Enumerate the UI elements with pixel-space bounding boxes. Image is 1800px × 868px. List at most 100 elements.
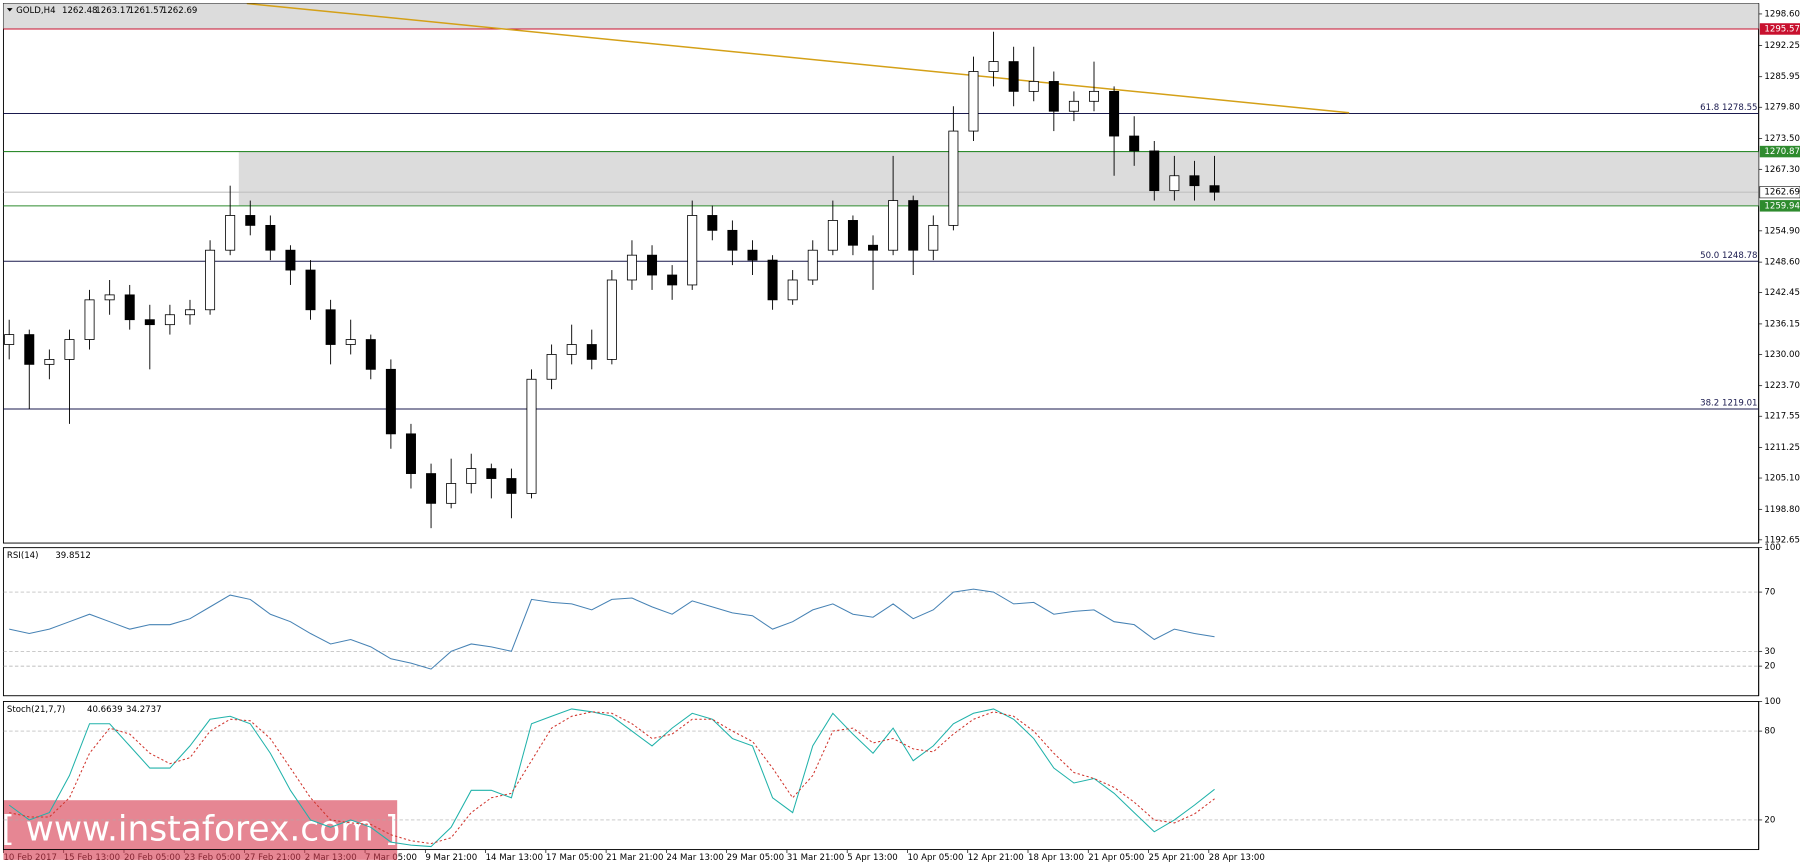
candle-body bbox=[365, 339, 376, 370]
candle-body bbox=[144, 319, 155, 326]
level-label: 50.0 1248.78 bbox=[1700, 251, 1757, 261]
candle-body bbox=[405, 433, 416, 474]
trendline bbox=[246, 3, 1350, 114]
candle-body bbox=[928, 224, 939, 251]
x-tick-label: 24 Mar 13:00 bbox=[666, 853, 723, 863]
candle-body bbox=[466, 468, 477, 484]
candle-body bbox=[446, 483, 457, 504]
indicator-title: Stoch(21,7,7) bbox=[7, 705, 65, 715]
candle-body bbox=[1129, 135, 1140, 152]
price-badge-label: 1270.87 bbox=[1764, 147, 1800, 157]
y-tick-label: 1223.70 bbox=[1764, 381, 1800, 391]
indicator-value: 40.6639 bbox=[87, 705, 123, 715]
y-tick-label: 1211.25 bbox=[1764, 443, 1800, 453]
candle-body bbox=[124, 294, 135, 321]
y-tick-label: 100 bbox=[1764, 697, 1780, 707]
y-tick-label: 1230.00 bbox=[1764, 350, 1800, 360]
candle-body bbox=[4, 334, 15, 345]
y-tick-label: 1205.10 bbox=[1764, 474, 1800, 484]
ohlc-value: 1262.69 bbox=[162, 6, 198, 16]
y-tick-label: 20 bbox=[1764, 815, 1775, 825]
candle-body bbox=[626, 254, 637, 281]
candle-body bbox=[968, 71, 979, 132]
y-tick-label: 1192.65 bbox=[1764, 535, 1800, 545]
candle-body bbox=[1169, 175, 1180, 192]
candle-body bbox=[64, 339, 75, 360]
ohlc-value: 1262.48 bbox=[62, 6, 98, 16]
candle-body bbox=[707, 215, 718, 231]
candle-body bbox=[385, 368, 396, 435]
zone bbox=[3, 3, 1759, 29]
x-tick-label: 21 Apr 05:00 bbox=[1088, 853, 1144, 863]
candle-body bbox=[727, 229, 738, 251]
candle-body bbox=[44, 359, 55, 365]
candle-body bbox=[667, 274, 678, 286]
x-tick-label: 28 Apr 13:00 bbox=[1209, 853, 1265, 863]
indicator-value: 34.2737 bbox=[126, 705, 162, 715]
x-tick-label: 31 Mar 21:00 bbox=[787, 853, 844, 863]
x-tick-label: 17 Mar 05:00 bbox=[546, 853, 603, 863]
panel-frame bbox=[2, 547, 1760, 697]
chart-title: GOLD,H4 bbox=[16, 6, 56, 16]
panel-frame bbox=[2, 3, 1760, 544]
indicator-title: RSI(14) bbox=[7, 551, 39, 561]
watermark: [ www.instaforex.com ] bbox=[1, 810, 398, 850]
candle-body bbox=[345, 339, 356, 345]
candle-body bbox=[847, 220, 858, 246]
candle-body bbox=[305, 269, 316, 311]
level-label: 61.8 1278.55 bbox=[1700, 103, 1757, 113]
y-tick-label: 70 bbox=[1764, 588, 1775, 598]
candle-body bbox=[767, 259, 778, 301]
candle-body bbox=[948, 130, 959, 226]
y-tick-label: 20 bbox=[1764, 662, 1775, 672]
candle-body bbox=[164, 314, 175, 326]
ohlc-value: 1263.17 bbox=[95, 6, 131, 16]
indicator-line bbox=[9, 711, 1215, 845]
indicator-line bbox=[8, 708, 1215, 848]
y-tick-label: 1267.30 bbox=[1764, 165, 1800, 175]
candle-body bbox=[566, 344, 577, 355]
candle-body bbox=[426, 473, 437, 504]
candle-body bbox=[1048, 81, 1059, 112]
price-badge-label: 1259.94 bbox=[1764, 201, 1800, 211]
candle-body bbox=[586, 344, 597, 360]
x-tick-label: 18 Apr 13:00 bbox=[1028, 853, 1084, 863]
candle-body bbox=[1089, 90, 1099, 102]
y-tick-label: 1285.95 bbox=[1764, 72, 1800, 82]
x-tick-label: 21 Mar 21:00 bbox=[606, 853, 663, 863]
candle-body bbox=[988, 61, 999, 72]
candle-body bbox=[1189, 175, 1200, 187]
y-tick-label: 100 bbox=[1764, 543, 1780, 553]
candle-body bbox=[647, 254, 658, 276]
indicator-line bbox=[9, 588, 1215, 670]
candle-body bbox=[526, 378, 537, 494]
candle-body bbox=[205, 249, 216, 311]
candle-body bbox=[104, 294, 115, 301]
candle-body bbox=[807, 249, 818, 281]
candle-body bbox=[1149, 150, 1160, 192]
price-badge-label: 1262.69 bbox=[1764, 188, 1800, 198]
indicator-value: 39.8512 bbox=[55, 551, 91, 561]
candle-body bbox=[1109, 90, 1120, 137]
y-tick-label: 1248.60 bbox=[1764, 258, 1800, 268]
x-tick-label: 25 Apr 21:00 bbox=[1149, 853, 1205, 863]
y-tick-label: 30 bbox=[1764, 647, 1775, 657]
price-badge bbox=[1759, 23, 1800, 35]
candle-body bbox=[325, 309, 336, 345]
x-tick-label: 12 Apr 21:00 bbox=[968, 853, 1024, 863]
title-arrow bbox=[6, 8, 13, 12]
candle-body bbox=[225, 215, 236, 251]
y-tick-label: 1198.80 bbox=[1764, 505, 1800, 515]
candle-body bbox=[868, 244, 879, 251]
candle-body bbox=[265, 224, 276, 251]
candle-body bbox=[486, 468, 497, 479]
y-tick-label: 1279.80 bbox=[1764, 103, 1800, 113]
y-tick-label: 1242.45 bbox=[1764, 288, 1800, 298]
candle-body bbox=[285, 249, 296, 271]
y-tick-label: 1254.90 bbox=[1764, 226, 1800, 236]
x-tick-label: 29 Mar 05:00 bbox=[727, 853, 784, 863]
price-badge bbox=[1759, 186, 1800, 199]
price-badge-label: 1295.57 bbox=[1764, 24, 1800, 34]
candle-body bbox=[606, 279, 617, 360]
